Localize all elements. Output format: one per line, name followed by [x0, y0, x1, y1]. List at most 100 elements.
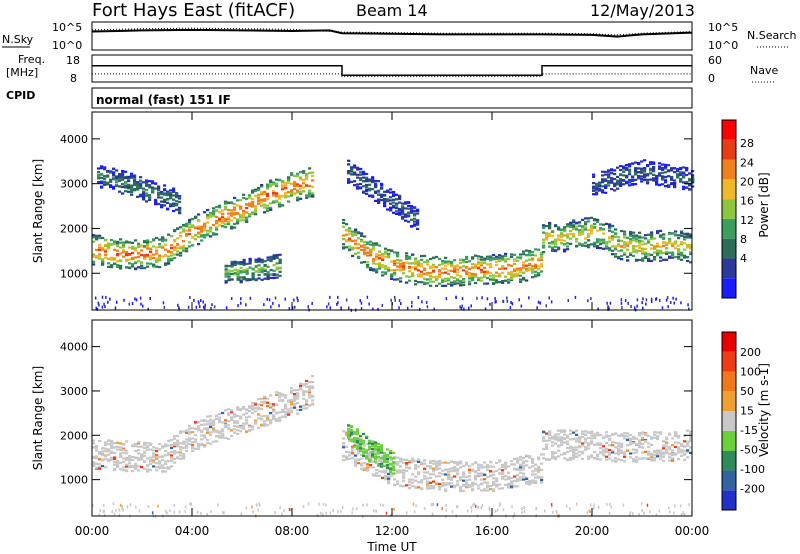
velocity-cell — [435, 462, 439, 465]
velocity-cell — [590, 430, 594, 433]
velocity-cell — [638, 457, 642, 460]
power-cell — [599, 247, 603, 250]
power-cell — [143, 240, 147, 243]
velocity-cell — [311, 375, 315, 378]
velocity-cell — [176, 451, 180, 454]
velocity-cell — [239, 425, 243, 429]
power-cell — [203, 222, 207, 225]
power-cell — [399, 266, 403, 269]
velocity-cell — [302, 407, 306, 410]
power-cell — [447, 279, 451, 282]
power-cell — [354, 229, 358, 232]
power-cell — [407, 201, 411, 204]
power-cell — [432, 280, 436, 283]
power-cell — [121, 183, 125, 186]
velocity-cell — [551, 441, 555, 444]
power-cell — [641, 247, 645, 250]
power-cell — [420, 255, 424, 258]
power-cell — [420, 270, 424, 273]
velocity-cell — [650, 457, 654, 461]
power-cell — [278, 266, 282, 269]
velocity-cell — [498, 459, 502, 462]
power-cell — [372, 244, 376, 247]
power-cell — [480, 258, 484, 261]
power-cell — [477, 267, 481, 270]
power-cell — [393, 272, 397, 275]
velocity-cell — [450, 470, 454, 473]
power-cell — [590, 243, 594, 246]
velocity-cell — [296, 393, 300, 396]
power-cell — [408, 279, 412, 282]
power-cell — [560, 233, 564, 236]
power-cell — [348, 237, 352, 240]
power-cell — [590, 227, 594, 230]
power-cell — [629, 232, 633, 235]
velocity-cell — [350, 429, 354, 432]
power-cell — [620, 239, 624, 242]
velocity-cell — [182, 442, 186, 445]
velocity-noise-cell — [679, 504, 682, 508]
velocity-cell — [281, 394, 285, 397]
power-cell — [401, 209, 405, 212]
freq-left-tick-bottom: 8 — [70, 72, 77, 85]
velocity-cell — [563, 437, 567, 440]
velocity-noise-cell — [121, 505, 124, 508]
power-cell — [622, 183, 626, 186]
power-cell — [167, 260, 171, 263]
velocity-noise-cell — [499, 502, 501, 506]
power-cell — [221, 221, 225, 224]
power-cell — [248, 203, 252, 206]
power-cell — [383, 198, 387, 201]
velocity-ytick-label: 4000 — [60, 341, 88, 354]
power-cell — [354, 246, 358, 249]
power-cell — [151, 186, 155, 190]
velocity-noise-cell — [196, 510, 199, 514]
power-cell — [623, 241, 627, 244]
velocity-noise-cell — [98, 513, 100, 517]
power-noise-cell — [131, 302, 134, 305]
power-cell — [610, 180, 614, 183]
power-cell — [242, 210, 246, 213]
velocity-cell — [146, 448, 150, 451]
power-cell — [345, 233, 349, 236]
velocity-cell — [375, 451, 379, 454]
power-cell — [100, 186, 104, 189]
velocity-cell — [113, 460, 117, 464]
velocity-cell — [554, 456, 558, 459]
velocity-cell — [405, 469, 409, 472]
power-cell — [251, 267, 255, 270]
power-cell — [224, 281, 228, 284]
power-cell — [498, 257, 502, 261]
velocity-cell — [374, 453, 378, 456]
power-cell — [643, 178, 647, 182]
power-cell — [429, 272, 433, 275]
power-cell — [396, 253, 400, 256]
velocity-cell — [626, 432, 630, 435]
power-cell — [584, 217, 588, 220]
power-cell — [670, 176, 674, 179]
power-cell — [233, 213, 237, 216]
power-cell — [625, 166, 629, 169]
power-cell — [465, 260, 469, 264]
power-cell — [161, 236, 165, 239]
power-cell — [640, 180, 644, 183]
velocity-noise-cell — [456, 505, 458, 509]
velocity-cell — [480, 464, 484, 467]
velocity-cell — [110, 439, 114, 442]
velocity-cell — [353, 438, 357, 441]
power-cell — [474, 264, 478, 268]
velocity-cell — [432, 467, 436, 470]
power-cell — [444, 256, 448, 259]
velocity-cell — [353, 437, 357, 440]
velocity-cell — [677, 446, 681, 449]
velocity-cell — [414, 475, 418, 478]
power-cell — [656, 250, 660, 253]
velocity-cell — [578, 436, 582, 439]
velocity-cell — [131, 470, 135, 473]
velocity-cell — [92, 464, 96, 467]
power-cell — [248, 215, 252, 218]
power-noise-cell — [567, 299, 569, 302]
velocity-cell — [125, 465, 129, 468]
power-cell — [656, 249, 660, 252]
power-cell — [374, 179, 378, 183]
